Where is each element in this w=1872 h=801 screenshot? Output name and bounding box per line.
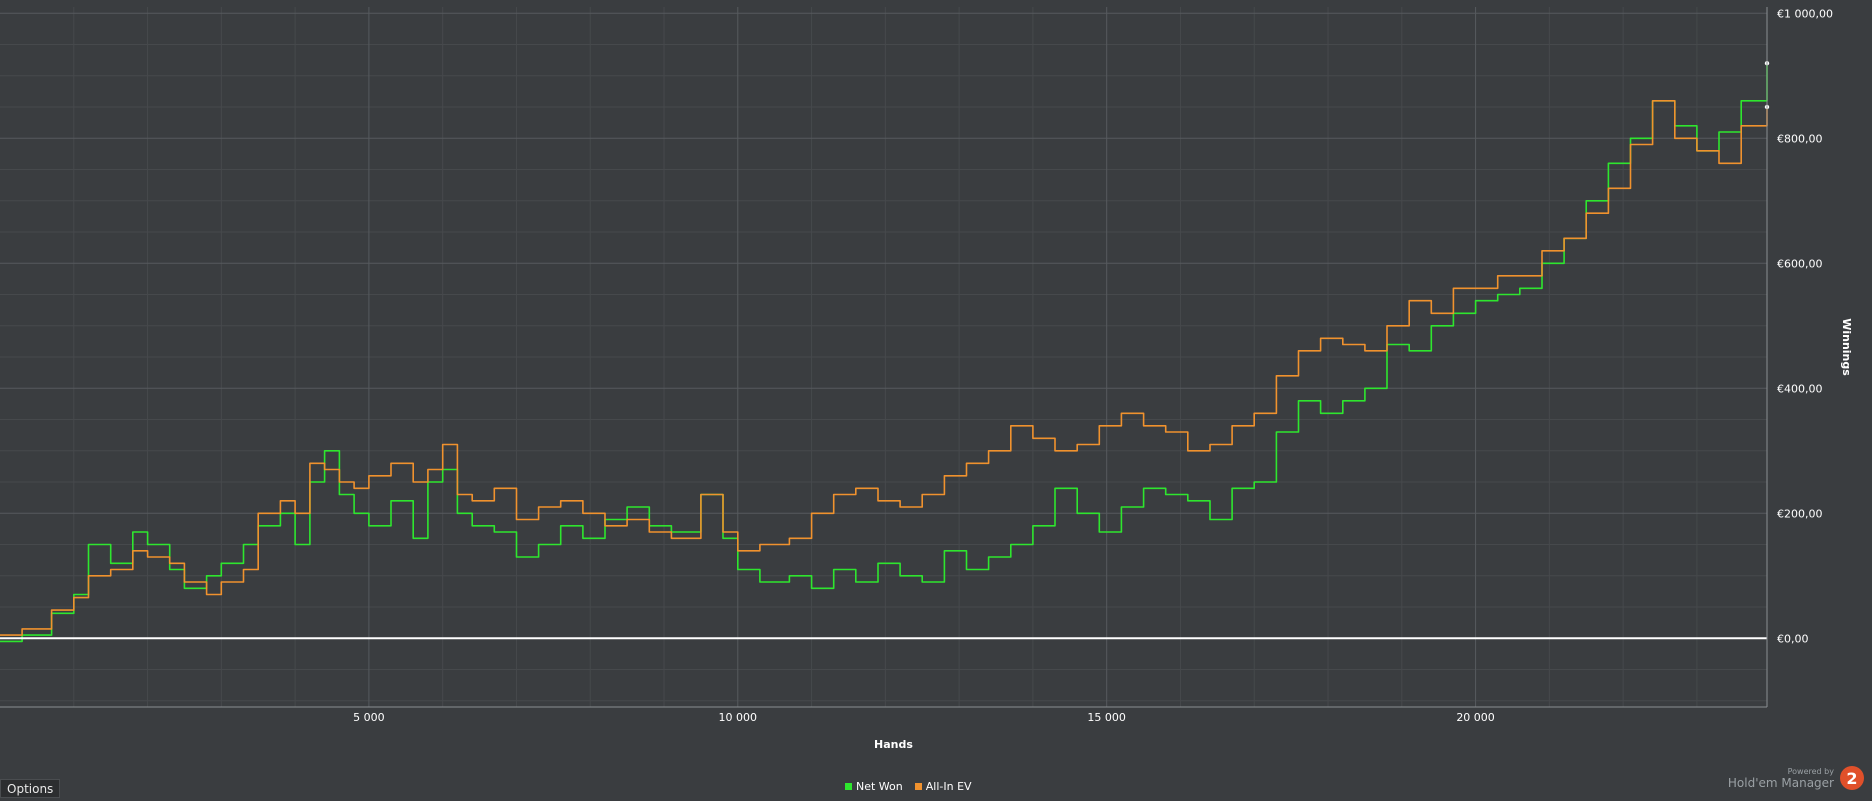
legend-label-net-won: Net Won [856, 780, 903, 793]
x-tick-label: 5 000 [353, 711, 385, 724]
axes-layer [0, 7, 1768, 708]
options-button[interactable]: Options [0, 779, 61, 798]
series-line-net-won [0, 63, 1768, 643]
brand-name: Hold'em Manager [1727, 775, 1834, 790]
y-tick-label: €0,00 [1777, 632, 1809, 645]
legend-item-net-won[interactable]: Net Won [845, 780, 903, 793]
y-axis-title: Winnings [1840, 318, 1853, 376]
brand: Powered by Hold'em Manager 2 [1728, 766, 1864, 790]
legend: Net Won All-In EV [845, 780, 972, 793]
tick-labels: 5 000 10 000 15 000 20 000 €0,00 €200,00 €400,… [353, 7, 1833, 724]
series-line-all-in-ev [0, 100, 1768, 636]
y-tick-label: €1 000,00 [1777, 7, 1833, 20]
x-tick-label: 15 000 [1087, 711, 1126, 724]
x-tick-label: 10 000 [719, 711, 758, 724]
x-tick-label: 20 000 [1456, 711, 1495, 724]
brand-logo-icon: 2 [1840, 766, 1864, 790]
legend-item-all-in-ev[interactable]: All-In EV [914, 780, 972, 793]
legend-swatch-all-in-ev [914, 783, 922, 790]
series-layer [0, 61, 1770, 643]
legend-label-all-in-ev: All-In EV [925, 780, 972, 793]
y-tick-label: €800,00 [1777, 132, 1823, 145]
y-tick-label: €400,00 [1777, 382, 1823, 395]
brand-powered-by: Powered by [1787, 766, 1834, 776]
x-axis-title: Hands [874, 738, 913, 751]
brand-text: Powered by Hold'em Manager [1728, 767, 1834, 790]
minor-grid [0, 7, 1767, 707]
y-tick-label: €200,00 [1777, 507, 1823, 520]
legend-swatch-net-won [845, 783, 852, 790]
y-tick-label: €600,00 [1777, 257, 1823, 270]
